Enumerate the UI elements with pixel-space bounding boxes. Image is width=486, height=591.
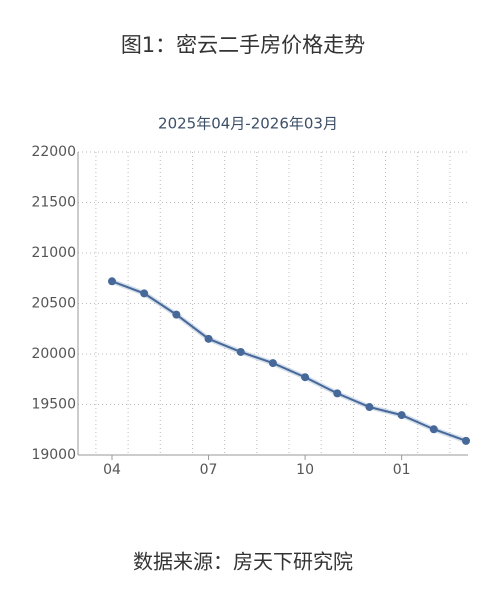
point xyxy=(172,310,181,319)
point xyxy=(301,373,310,382)
chart-title: 图1：密云二手房价格走势 xyxy=(121,33,365,57)
chart-subtitle: 2025年04月-2026年03月 xyxy=(158,115,338,133)
point xyxy=(429,425,438,434)
y-tick-label: 19000 xyxy=(31,447,76,463)
point xyxy=(333,389,342,398)
point xyxy=(140,289,149,298)
point xyxy=(365,403,374,412)
line xyxy=(111,280,467,442)
y-tick-label: 21500 xyxy=(31,195,76,211)
x-tick-label: 04 xyxy=(103,462,121,478)
y-tick-label: 20000 xyxy=(31,346,76,362)
point xyxy=(236,347,245,356)
point xyxy=(397,411,406,420)
y-tick-label: 20500 xyxy=(31,296,76,312)
y-tick-label: 21000 xyxy=(31,245,76,261)
source-note: 数据来源：房天下研究院 xyxy=(133,550,353,574)
y-tick-label: 22000 xyxy=(31,144,76,160)
point xyxy=(268,359,277,368)
point xyxy=(204,334,213,343)
point xyxy=(108,277,116,286)
x-tick-label: 07 xyxy=(200,462,218,478)
x-tick-label: 10 xyxy=(296,462,314,478)
point xyxy=(462,436,470,445)
y-tick-label: 19500 xyxy=(31,397,76,413)
x-tick-label: 01 xyxy=(393,462,411,478)
